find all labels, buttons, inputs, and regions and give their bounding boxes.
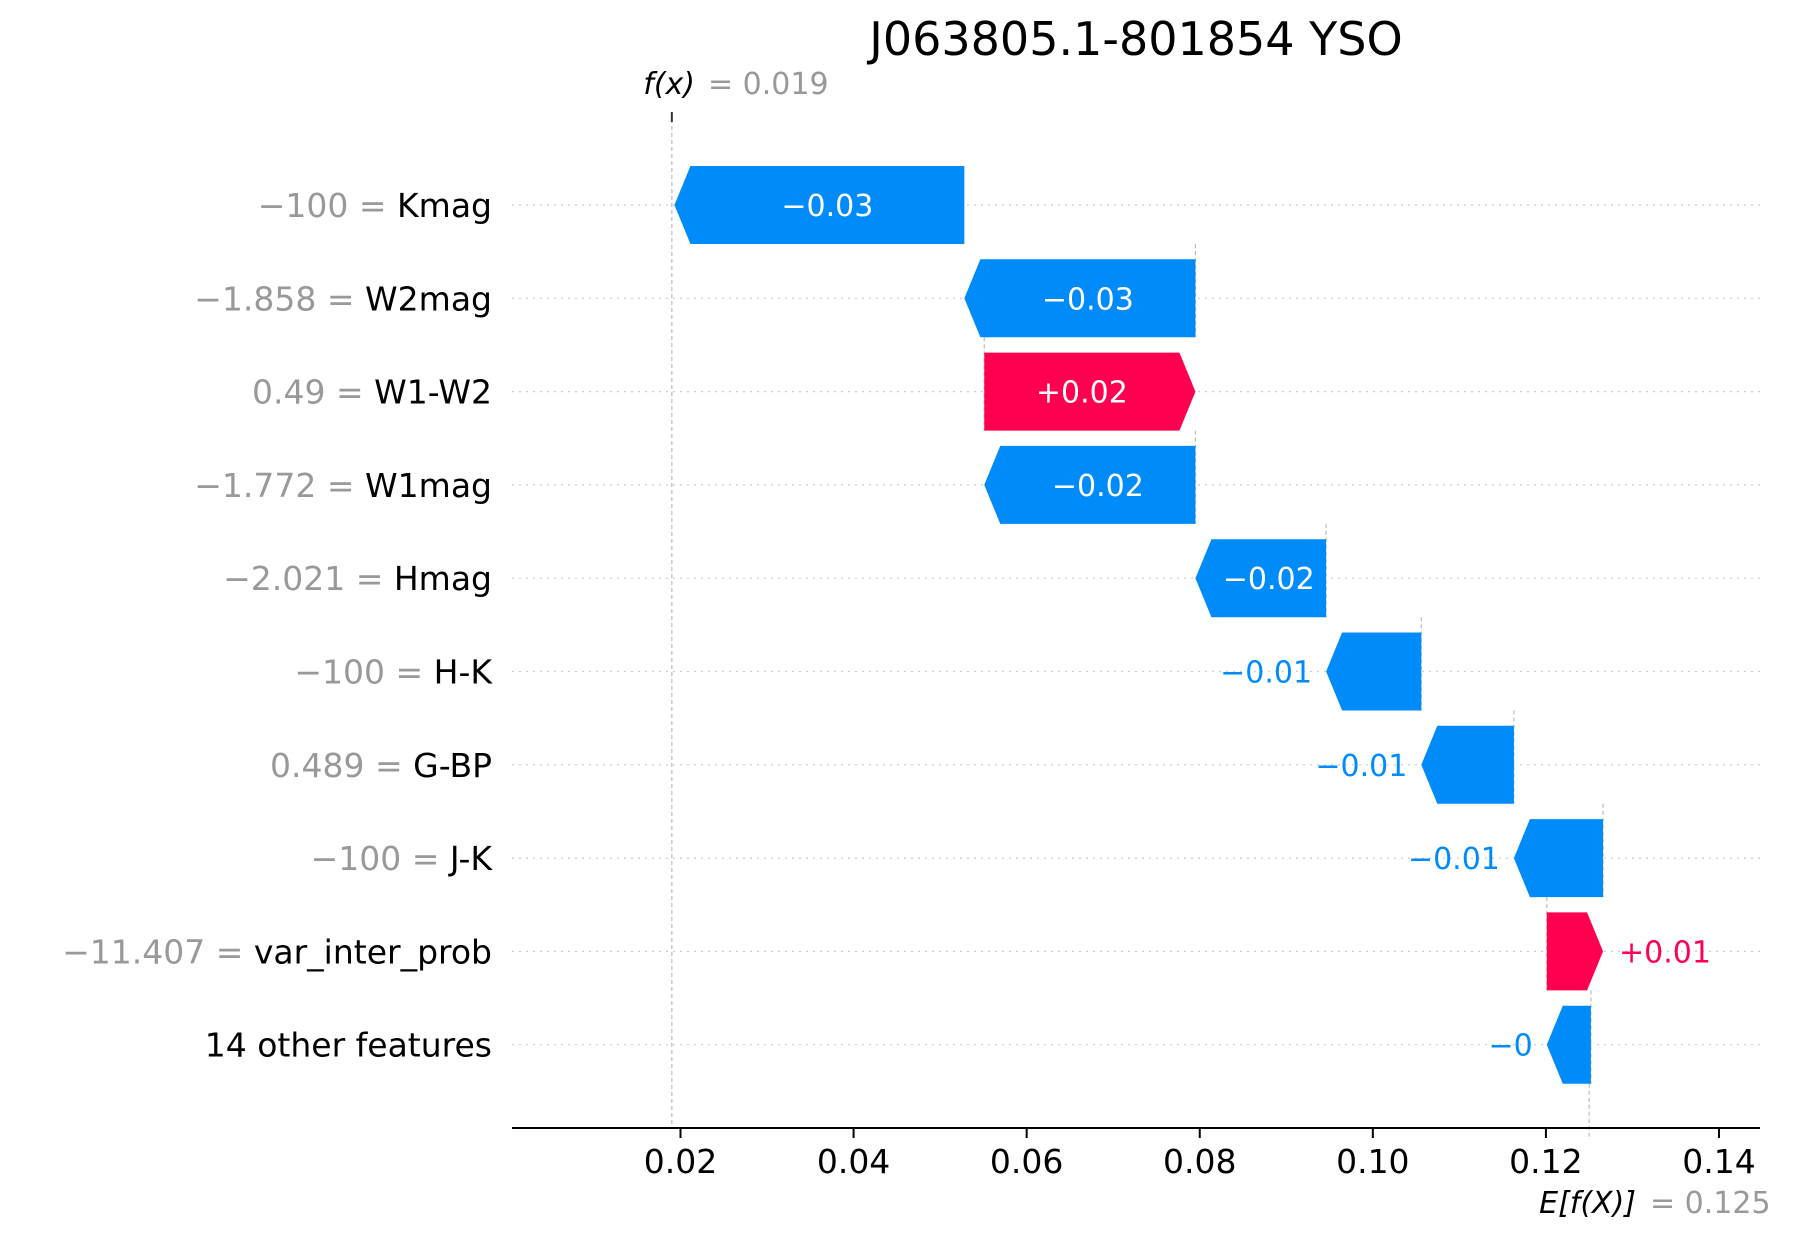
feature-value: −100 bbox=[294, 653, 385, 692]
feature-label: −100 = H-K bbox=[294, 653, 493, 692]
feature-name: H-K bbox=[434, 653, 494, 692]
feature-equals: = bbox=[205, 932, 254, 971]
feature-value: −2.021 bbox=[223, 559, 345, 598]
feature-name: var_inter_prob bbox=[254, 932, 492, 971]
bar-value-label: −0.02 bbox=[1223, 562, 1315, 597]
feature-value: −100 bbox=[311, 839, 402, 878]
bar-H-K bbox=[1326, 632, 1422, 711]
feature-equals: = bbox=[348, 186, 397, 225]
x-tick-label: 0.10 bbox=[1336, 1142, 1409, 1181]
ex-label: E[f(X)] bbox=[1539, 1186, 1636, 1221]
bar-value-label: −0.02 bbox=[1052, 469, 1144, 504]
feature-label: −100 = J-K bbox=[311, 839, 494, 878]
feature-value: 0.489 bbox=[270, 746, 364, 785]
bar-G-BP bbox=[1421, 725, 1514, 804]
feature-name: Hmag bbox=[394, 559, 492, 598]
bar-Kmag bbox=[674, 166, 965, 244]
feature-equals: = bbox=[316, 279, 365, 318]
bar-Hmag bbox=[1195, 539, 1327, 618]
feature-equals: = bbox=[401, 839, 450, 878]
feature-name: W1-W2 bbox=[374, 373, 492, 412]
x-tick-label: 0.14 bbox=[1682, 1142, 1755, 1181]
bar-value-label: −0 bbox=[1489, 1029, 1533, 1064]
bar-value-label: −0.01 bbox=[1408, 842, 1500, 877]
feature-label: −11.407 = var_inter_prob bbox=[62, 932, 492, 971]
x-tick-label: 0.04 bbox=[817, 1142, 890, 1181]
feature-labels: −100 = Kmag −1.858 = W2mag 0.49 = W1-W2 −1.… bbox=[62, 186, 493, 1065]
bar-14 other features bbox=[1546, 1005, 1591, 1084]
ex-annotation: E[f(X)] = 0.125 bbox=[1539, 1186, 1770, 1221]
feature-equals: = bbox=[385, 653, 434, 692]
feature-name: G-BP bbox=[413, 746, 492, 785]
feature-name: Kmag bbox=[397, 186, 492, 225]
x-tick-label: 0.08 bbox=[1163, 1142, 1236, 1181]
feature-label: 0.489 = G-BP bbox=[270, 746, 492, 785]
bar-value-label: −0.01 bbox=[1315, 749, 1407, 784]
x-tick-label: 0.06 bbox=[990, 1142, 1063, 1181]
feature-equals: = bbox=[316, 466, 365, 505]
feature-label: −100 = Kmag bbox=[258, 186, 492, 225]
x-tick-label: 0.02 bbox=[644, 1142, 717, 1181]
feature-label: 0.49 = W1-W2 bbox=[252, 373, 492, 412]
bar-value-label: −0.03 bbox=[1042, 282, 1134, 317]
bar-value-label: +0.01 bbox=[1619, 935, 1711, 970]
bar-value-label: +0.02 bbox=[1036, 376, 1128, 411]
feature-value: −11.407 bbox=[62, 932, 205, 971]
feature-value: −100 bbox=[258, 186, 349, 225]
feature-value: −1.858 bbox=[194, 279, 316, 318]
bar-J-K bbox=[1513, 819, 1604, 898]
chart-title: J063805.1-801854 YSO bbox=[866, 12, 1402, 66]
feature-label: 14 other features bbox=[205, 1026, 492, 1065]
bar-var_inter_prob bbox=[1546, 912, 1604, 991]
feature-name: W2mag bbox=[365, 279, 492, 318]
feature-value: −1.772 bbox=[194, 466, 316, 505]
bars bbox=[674, 166, 1604, 1084]
bar-W1mag bbox=[984, 445, 1196, 524]
feature-value: 0.49 bbox=[252, 373, 325, 412]
feature-label: −1.772 = W1mag bbox=[194, 466, 492, 505]
bar-value-label: −0.01 bbox=[1220, 656, 1312, 691]
ex-value: = 0.125 bbox=[1650, 1186, 1771, 1221]
x-axis: 0.02 0.04 0.06 0.08 0.10 0.12 0.14 bbox=[512, 1127, 1760, 1181]
feature-equals: = bbox=[365, 746, 414, 785]
fx-label: f(x) bbox=[643, 67, 695, 102]
feature-name: 14 other features bbox=[205, 1026, 492, 1065]
fx-value: = 0.019 bbox=[708, 67, 829, 102]
feature-label: −2.021 = Hmag bbox=[223, 559, 492, 598]
bar-value-label: −0.03 bbox=[781, 189, 873, 224]
bar-labels: −0.03 −0.03 +0.02 −0.02 −0.02 −0.01 −0.01 −0.01… bbox=[781, 189, 1711, 1064]
feature-label: −1.858 = W2mag bbox=[194, 279, 492, 318]
feature-equals: = bbox=[345, 559, 394, 598]
bar-W2mag bbox=[964, 259, 1196, 338]
bar-W1-W2 bbox=[984, 352, 1196, 431]
feature-name: W1mag bbox=[365, 466, 492, 505]
fx-annotation: f(x) = 0.019 bbox=[643, 67, 828, 102]
x-tick-label: 0.12 bbox=[1509, 1142, 1582, 1181]
feature-name: J-K bbox=[448, 839, 493, 878]
feature-equals: = bbox=[326, 373, 375, 412]
